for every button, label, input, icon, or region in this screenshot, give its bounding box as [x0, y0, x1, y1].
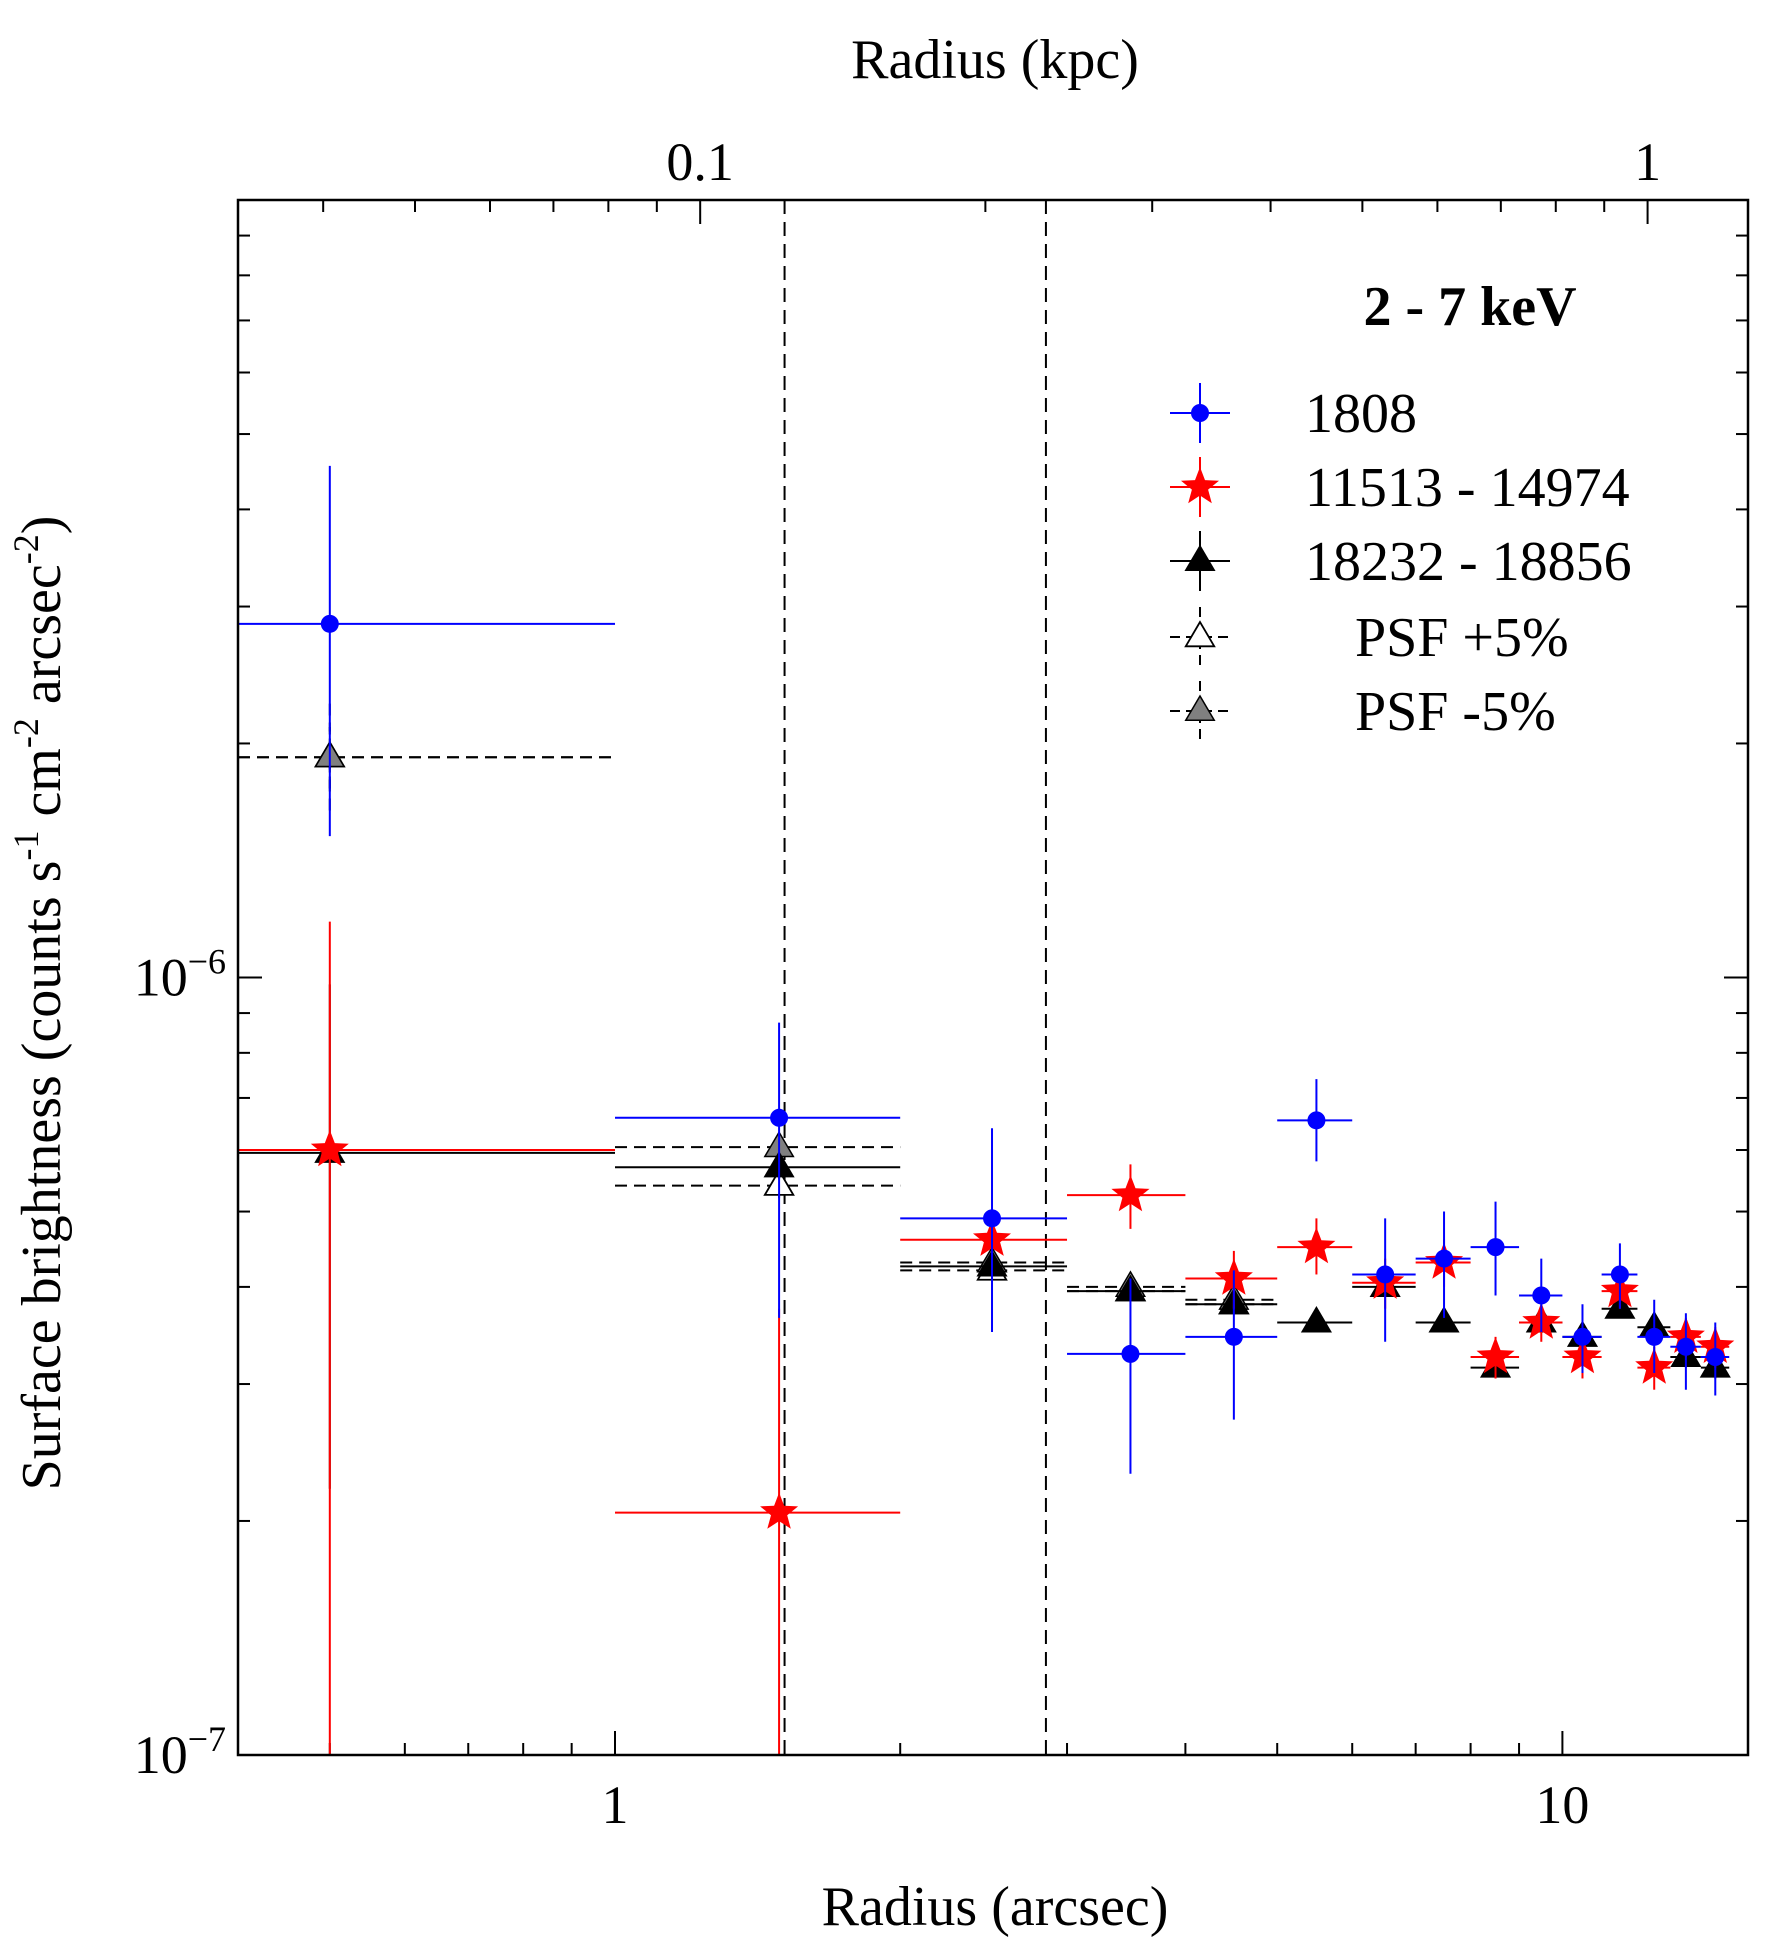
data-point — [760, 1492, 799, 1529]
data-point — [1428, 1305, 1460, 1333]
legend-label: 1808 — [1305, 383, 1417, 445]
data-point — [1376, 1265, 1395, 1284]
data-point — [1706, 1348, 1725, 1367]
legend-marker — [1184, 544, 1216, 572]
top-x-tick-label: 1 — [1634, 132, 1661, 192]
legend-entry: PSF +5% — [1170, 607, 1569, 669]
data-point — [1476, 1337, 1515, 1374]
data-point — [1645, 1327, 1664, 1346]
top-x-tick-label: 0.1 — [666, 132, 734, 192]
data-point — [1224, 1327, 1243, 1346]
x-tick-label: 10 — [1535, 1775, 1589, 1835]
data-point — [1610, 1265, 1629, 1284]
data-point — [1121, 1344, 1140, 1363]
data-point — [1300, 1305, 1332, 1333]
plot-frame — [236, 198, 1750, 1757]
data-point — [1676, 1337, 1695, 1356]
data-series — [238, 465, 1735, 1755]
y-tick-label: 10−6 — [134, 942, 226, 1008]
legend-title: 2 - 7 keV — [1363, 276, 1576, 338]
legend-label: 18232 - 18856 — [1305, 531, 1632, 593]
legend-entry: 11513 - 14974 — [1170, 457, 1630, 519]
legend-entry: 18232 - 18856 — [1170, 531, 1632, 593]
legend-label: PSF -5% — [1355, 681, 1556, 743]
data-point — [1307, 1111, 1326, 1130]
legend-entry: 1808 — [1170, 383, 1417, 445]
data-point — [1297, 1227, 1336, 1264]
legend-marker — [1184, 694, 1216, 722]
tick-labels: 1 10 0.1 1 10−6 10−7 — [134, 132, 1661, 1835]
data-point — [770, 1108, 789, 1127]
top-axis-title: Radius (kpc) — [851, 29, 1139, 91]
data-point — [1435, 1249, 1454, 1268]
legend-label: 11513 - 14974 — [1305, 457, 1630, 519]
legend-marker — [1184, 620, 1216, 648]
data-point — [1532, 1286, 1551, 1305]
legend-marker — [1181, 467, 1219, 504]
data-point — [1573, 1327, 1592, 1346]
x-axis-title: Radius (arcsec) — [822, 1876, 1169, 1938]
legend-marker — [1191, 404, 1209, 422]
y-axis-title: Surface brightness (counts s-1 cm-2 arcs… — [6, 516, 73, 1491]
axis-ticks — [237, 200, 1748, 1756]
legend-label: PSF +5% — [1355, 607, 1569, 669]
series-1808 — [238, 465, 1730, 1474]
x-tick-label: 1 — [602, 1775, 629, 1835]
data-point — [320, 614, 339, 633]
legend-entry: PSF -5% — [1170, 681, 1556, 743]
legend: 2 - 7 keV 1808 11513 - 14974 18232 - 18856… — [1170, 276, 1632, 743]
reference-lines — [783, 200, 1047, 1755]
data-point — [310, 1130, 349, 1167]
data-point — [1111, 1175, 1150, 1212]
data-point — [983, 1209, 1002, 1228]
data-point — [1486, 1238, 1505, 1257]
y-tick-label: 10−7 — [134, 1719, 226, 1785]
